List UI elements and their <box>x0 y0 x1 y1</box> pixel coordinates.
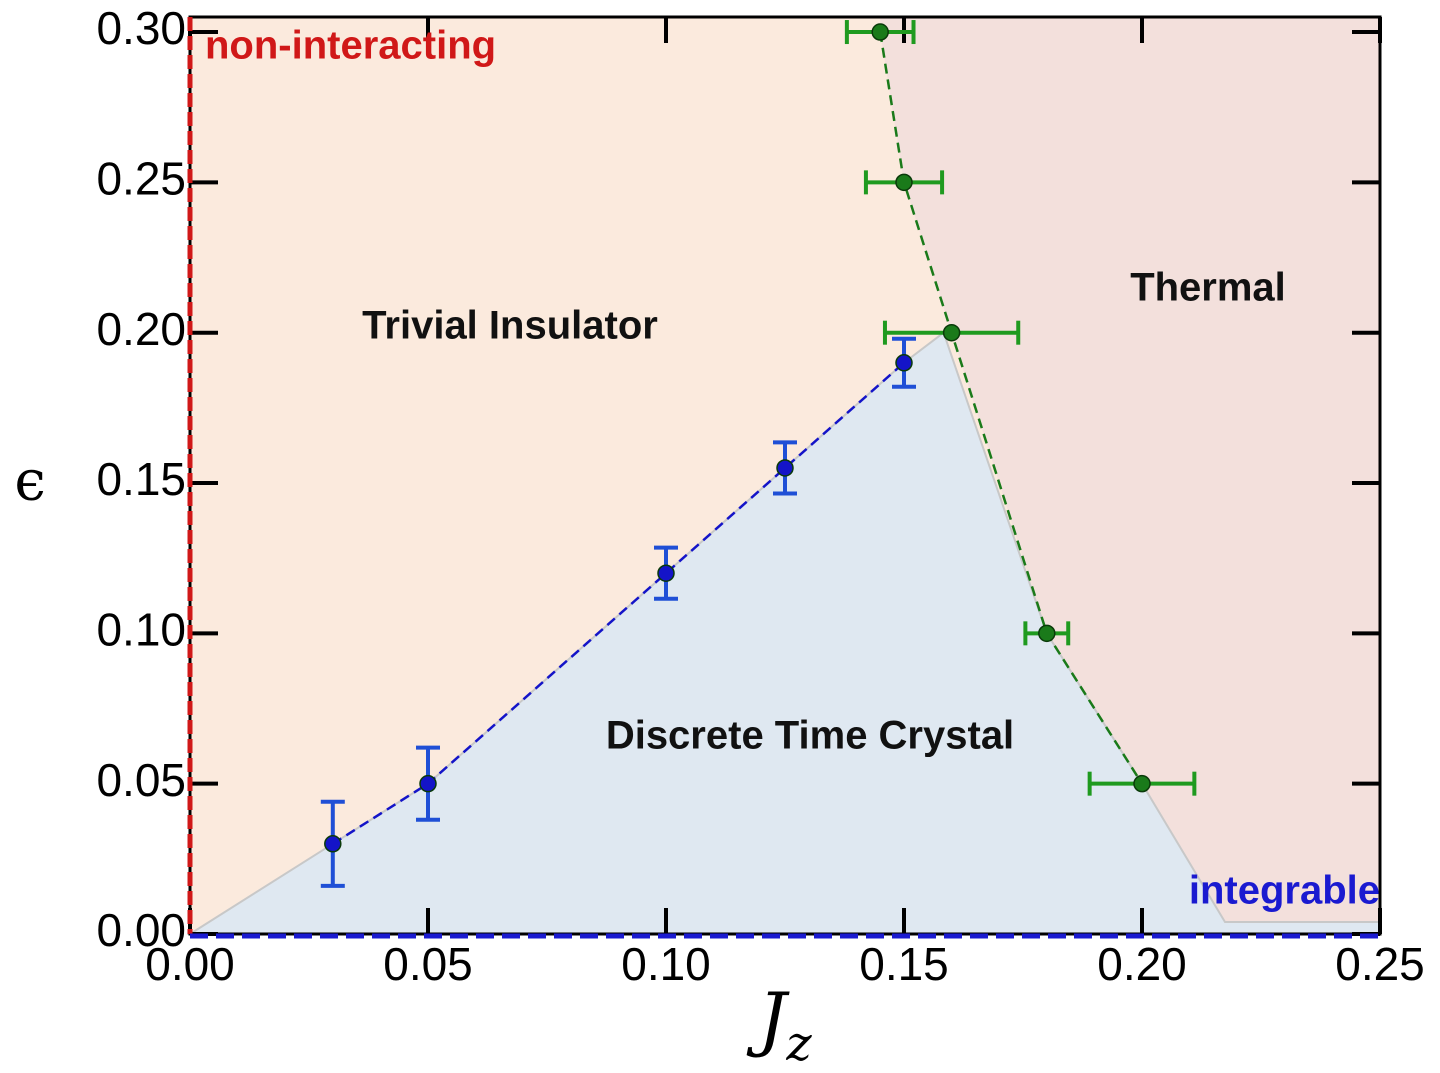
x-tick-label: 0.15 <box>859 938 949 990</box>
y-axis-label: ϵ <box>14 449 45 514</box>
x-tick-label: 0.25 <box>1335 938 1425 990</box>
x-tick-label: 0.00 <box>145 938 235 990</box>
y-tick-label: 0.10 <box>96 604 186 656</box>
thermal-region <box>880 17 1380 922</box>
y-tick-label: 0.30 <box>96 2 186 54</box>
x-axis-label-base: J <box>746 978 790 1060</box>
x-tick-label: 0.10 <box>621 938 711 990</box>
annotation: integrable <box>1189 869 1380 913</box>
point <box>895 173 913 192</box>
point <box>895 354 913 372</box>
plot: 0.00 0.05 0.10 0.15 0.20 0.25 0.00 0.05 0.10 0.15… <box>96 2 1424 990</box>
region-label: Trivial Insulator <box>362 304 658 348</box>
point <box>657 564 675 582</box>
y-tick-label: 0.00 <box>96 904 186 956</box>
phase-regions <box>186 17 1381 935</box>
point <box>871 23 889 41</box>
region-label: Thermal <box>1130 266 1286 310</box>
x-tick-label: 0.20 <box>1097 938 1187 990</box>
x-tick-label: 0.05 <box>383 938 473 990</box>
point <box>419 774 437 793</box>
y-tick-label: 0.15 <box>96 453 186 505</box>
point <box>324 835 342 853</box>
x-axis-label: Jz <box>746 978 812 1072</box>
boundary-line <box>332 361 905 845</box>
point <box>776 459 794 477</box>
x-axis-label-subscript: z <box>785 1016 812 1072</box>
y-tick-label: 0.05 <box>96 754 186 806</box>
y-tick-label: 0.20 <box>96 303 186 355</box>
point <box>1038 624 1056 643</box>
point <box>1133 774 1151 793</box>
region-label: Discrete Time Crystal <box>606 714 1014 758</box>
annotation: non-interacting <box>205 24 496 68</box>
y-tick-label: 0.25 <box>96 153 186 205</box>
point <box>942 323 961 342</box>
